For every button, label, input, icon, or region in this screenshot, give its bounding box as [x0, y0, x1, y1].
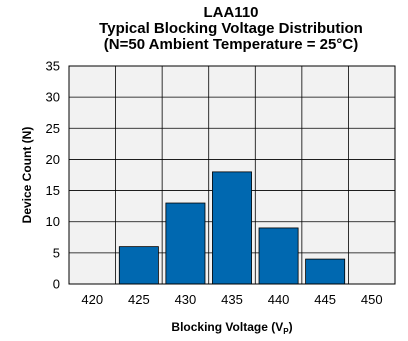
bar-435: [212, 171, 252, 285]
x-tick-label: 450: [361, 292, 383, 307]
plot-frame: [68, 65, 396, 285]
x-axis-label: Blocking Voltage (VP): [171, 320, 292, 336]
x-tick-label: 440: [268, 292, 290, 307]
chart-title-line-3: (N=50 Ambient Temperature = 25°C): [104, 36, 358, 53]
bar-440: [258, 227, 299, 285]
y-tick-label: 5: [53, 245, 60, 260]
bar-430: [165, 202, 206, 285]
y-tick-label: 0: [53, 277, 60, 292]
y-tick-label: 20: [46, 152, 60, 167]
bar-425: [118, 246, 159, 285]
x-axis-label-subscript: P: [283, 327, 289, 336]
y-axis-label: Device Count (N): [20, 127, 34, 224]
y-tick-labels: 0 5 10 15 20 25 30 35: [46, 59, 60, 292]
x-axis-label-close: ): [289, 320, 293, 334]
bar-445: [305, 258, 346, 285]
x-tick-label: 425: [128, 292, 150, 307]
x-tick-label: 430: [175, 292, 197, 307]
y-tick-label: 25: [46, 121, 60, 136]
y-tick-label: 35: [46, 59, 60, 74]
y-tick-label: 30: [46, 90, 60, 105]
x-tick-label: 445: [314, 292, 336, 307]
bars: [118, 171, 346, 285]
y-tick-label: 15: [46, 183, 60, 198]
y-tick-label: 10: [46, 214, 60, 229]
chart-title-line-2: Typical Blocking Voltage Distribution: [99, 20, 363, 37]
x-tick-labels: 420 425 430 435 440 445 450: [81, 292, 382, 307]
x-tick-label: 435: [221, 292, 243, 307]
x-tick-label: 420: [81, 292, 103, 307]
chart-title-line-1: LAA110: [203, 4, 258, 21]
